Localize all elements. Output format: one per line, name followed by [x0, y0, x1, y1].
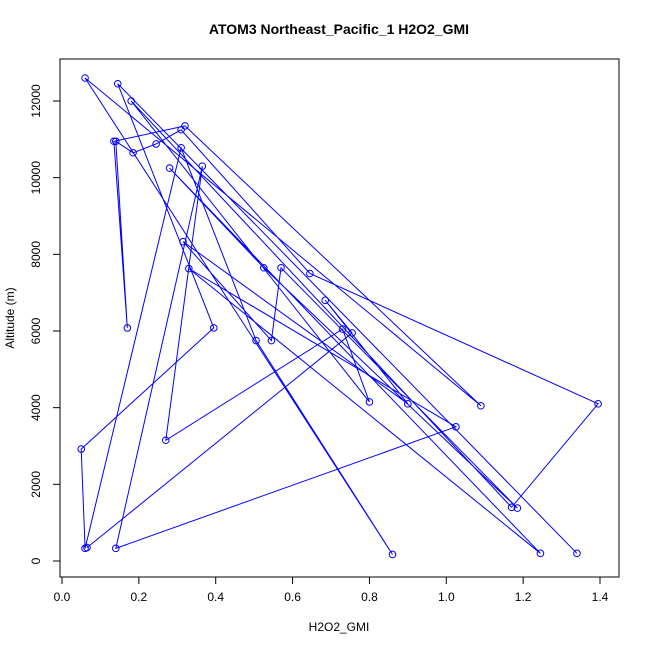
data-point — [338, 325, 347, 333]
data-point — [573, 549, 581, 558]
data-point — [267, 336, 276, 345]
data-point — [177, 125, 185, 134]
data-point — [152, 140, 160, 148]
data-point — [123, 324, 132, 332]
data-point — [113, 79, 122, 88]
data-point — [277, 263, 285, 272]
chart-title: ATOM3 Northeast_Pacific_1 H2O2_GMI — [209, 21, 469, 37]
x-tick-label: 0.4 — [207, 590, 224, 604]
data-point — [321, 296, 330, 305]
data-point — [404, 400, 412, 408]
data-point — [129, 148, 137, 157]
data-point — [594, 400, 602, 408]
data-point — [452, 423, 460, 431]
data-point — [83, 543, 91, 552]
data-point — [112, 544, 120, 553]
x-tick-label: 0.2 — [131, 590, 148, 604]
data-point — [259, 263, 268, 272]
y-tick-label: 12000 — [29, 84, 43, 118]
data-point — [198, 162, 207, 170]
y-tick-label: 6000 — [29, 317, 43, 344]
data-point — [112, 137, 120, 146]
data-point — [127, 97, 135, 105]
data-point — [161, 436, 170, 445]
data-point — [110, 137, 118, 146]
data-point — [536, 549, 545, 558]
y-axis-label: Altitude (m) — [3, 287, 17, 348]
y-tick-label: 2000 — [29, 471, 43, 498]
series-layer — [77, 74, 602, 559]
data-point — [185, 264, 193, 273]
y-tick-label: 4000 — [29, 394, 43, 421]
x-tick-label: 0.6 — [284, 590, 301, 604]
data-point — [507, 503, 516, 512]
data-point — [513, 504, 522, 512]
y-tick-label: 8000 — [29, 241, 43, 268]
data-point — [177, 143, 185, 152]
data-point — [252, 336, 260, 345]
data-point — [477, 401, 485, 410]
data-point — [181, 122, 189, 130]
data-point — [388, 550, 397, 559]
x-tick-label: 0.8 — [361, 590, 378, 604]
x-tick-label: 0.0 — [54, 590, 71, 604]
y-axis: 0 2000 4000 6000 8000 10000 12000 — [29, 84, 61, 564]
data-point — [348, 329, 356, 337]
data-point — [77, 445, 86, 453]
y-tick-label: 0 — [29, 557, 43, 564]
series-line — [80, 77, 599, 555]
data-point — [306, 269, 314, 278]
x-tick-label: 1.4 — [592, 590, 609, 604]
x-axis: 0.0 0.2 0.4 0.6 0.8 1.0 1.2 1.4 — [54, 576, 609, 604]
data-point — [179, 237, 187, 246]
y-tick-label: 10000 — [29, 161, 43, 195]
data-point — [165, 164, 174, 172]
data-point — [209, 324, 218, 332]
x-tick-label: 1.2 — [515, 590, 532, 604]
x-axis-label: H2O2_GMI — [309, 620, 370, 634]
data-point — [365, 398, 374, 406]
x-tick-label: 1.0 — [438, 590, 455, 604]
data-point — [81, 74, 89, 82]
